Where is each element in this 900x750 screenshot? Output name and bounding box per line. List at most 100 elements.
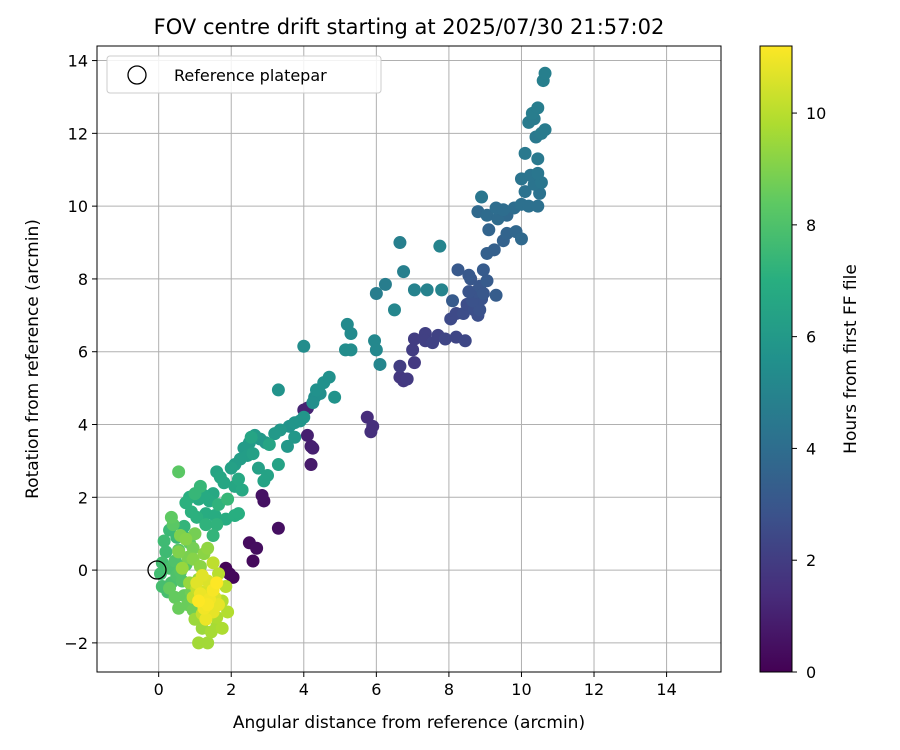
- data-point: [164, 510, 178, 524]
- colorbar-tick-label: 4: [806, 439, 816, 458]
- data-point: [297, 339, 311, 353]
- data-point: [340, 317, 354, 331]
- data-point: [489, 288, 503, 302]
- data-point: [344, 343, 358, 357]
- y-tick-label: 10: [68, 197, 88, 216]
- data-point: [407, 283, 421, 297]
- legend-entry-reference: Reference platepar: [174, 66, 327, 85]
- data-point: [300, 428, 314, 442]
- colorbar-tick-label: 6: [806, 328, 816, 347]
- legend: Reference platepar: [106, 55, 382, 94]
- y-tick-label: 14: [68, 52, 88, 71]
- data-point: [373, 357, 387, 371]
- data-point: [199, 612, 213, 626]
- x-tick-label: 8: [444, 680, 454, 699]
- data-point: [480, 274, 494, 288]
- data-point: [487, 243, 501, 257]
- data-point: [271, 521, 285, 535]
- data-point: [406, 343, 420, 357]
- y-axis-label: Rotation from reference (arcmin): [23, 219, 43, 499]
- data-point: [328, 390, 342, 404]
- colorbar-tick-label: 2: [806, 551, 816, 570]
- data-point: [364, 425, 378, 439]
- data-point: [257, 474, 271, 488]
- data-point: [206, 556, 220, 570]
- plot-frame: [96, 45, 722, 673]
- data-point: [250, 541, 264, 555]
- y-tick-label: 12: [68, 124, 88, 143]
- data-point: [306, 441, 320, 455]
- data-point: [297, 410, 311, 424]
- data-point: [473, 303, 487, 317]
- data-point: [246, 447, 260, 461]
- x-axis-label: Angular distance from reference (arcmin): [233, 713, 585, 733]
- data-point: [172, 601, 186, 615]
- data-point: [387, 303, 401, 317]
- data-point: [175, 561, 189, 575]
- data-point: [531, 152, 545, 166]
- data-point: [157, 534, 171, 548]
- data-point: [531, 199, 545, 213]
- data-point: [322, 370, 336, 384]
- data-point: [190, 576, 204, 590]
- data-point: [179, 496, 193, 510]
- data-point: [172, 545, 186, 559]
- data-point: [192, 594, 206, 608]
- x-axis-ticks: 0 2 4 6 8 10 12 14: [154, 672, 677, 699]
- data-point: [172, 465, 186, 479]
- x-tick-label: 6: [371, 680, 381, 699]
- x-tick-label: 0: [154, 680, 164, 699]
- data-point: [420, 283, 434, 297]
- data-point: [476, 263, 490, 277]
- data-point: [304, 458, 318, 472]
- data-point: [369, 343, 383, 357]
- x-tick-label: 4: [299, 680, 309, 699]
- data-point: [159, 545, 173, 559]
- data-point: [199, 518, 213, 532]
- data-point: [192, 636, 206, 650]
- data-point: [482, 223, 496, 237]
- colorbar-tick-label: 10: [806, 104, 826, 123]
- data-point: [201, 636, 215, 650]
- data-point: [222, 567, 236, 581]
- data-point: [462, 268, 476, 282]
- x-tick-label: 10: [511, 680, 531, 699]
- data-point: [514, 232, 528, 246]
- y-tick-label: −2: [64, 634, 88, 653]
- data-point: [268, 427, 282, 441]
- data-points: [153, 66, 552, 650]
- data-point: [206, 529, 220, 543]
- data-point: [215, 621, 229, 635]
- data-point: [271, 458, 285, 472]
- colorbar-ticks: 0 2 4 6 8 10: [792, 104, 826, 682]
- y-axis-ticks: −2 0 2 4 6 8 10 12 14: [64, 52, 97, 653]
- data-point: [393, 236, 407, 250]
- y-tick-label: 2: [78, 488, 88, 507]
- legend-marker-icon: [127, 65, 147, 85]
- y-tick-label: 4: [78, 416, 88, 435]
- x-tick-label: 2: [226, 680, 236, 699]
- data-point: [476, 286, 490, 300]
- data-point: [475, 190, 489, 204]
- data-point: [224, 461, 238, 475]
- data-point: [397, 265, 411, 279]
- data-point: [393, 359, 407, 373]
- data-point: [446, 294, 460, 308]
- data-point: [221, 605, 235, 619]
- x-tick-label: 12: [584, 680, 604, 699]
- data-point: [271, 383, 285, 397]
- data-point: [179, 532, 193, 546]
- data-point: [210, 576, 224, 590]
- data-point: [407, 356, 421, 370]
- data-point: [518, 185, 532, 199]
- colorbar: 0 2 4 6 8 10 Hours from first FF file: [759, 45, 861, 682]
- data-point: [462, 285, 476, 299]
- data-point: [246, 554, 260, 568]
- chart-title: FOV centre drift starting at 2025/07/30 …: [154, 15, 665, 39]
- reference-platepar-marker: [147, 560, 167, 580]
- data-point: [231, 507, 245, 521]
- data-point: [190, 510, 204, 524]
- y-tick-label: 0: [78, 561, 88, 580]
- data-point: [433, 239, 447, 253]
